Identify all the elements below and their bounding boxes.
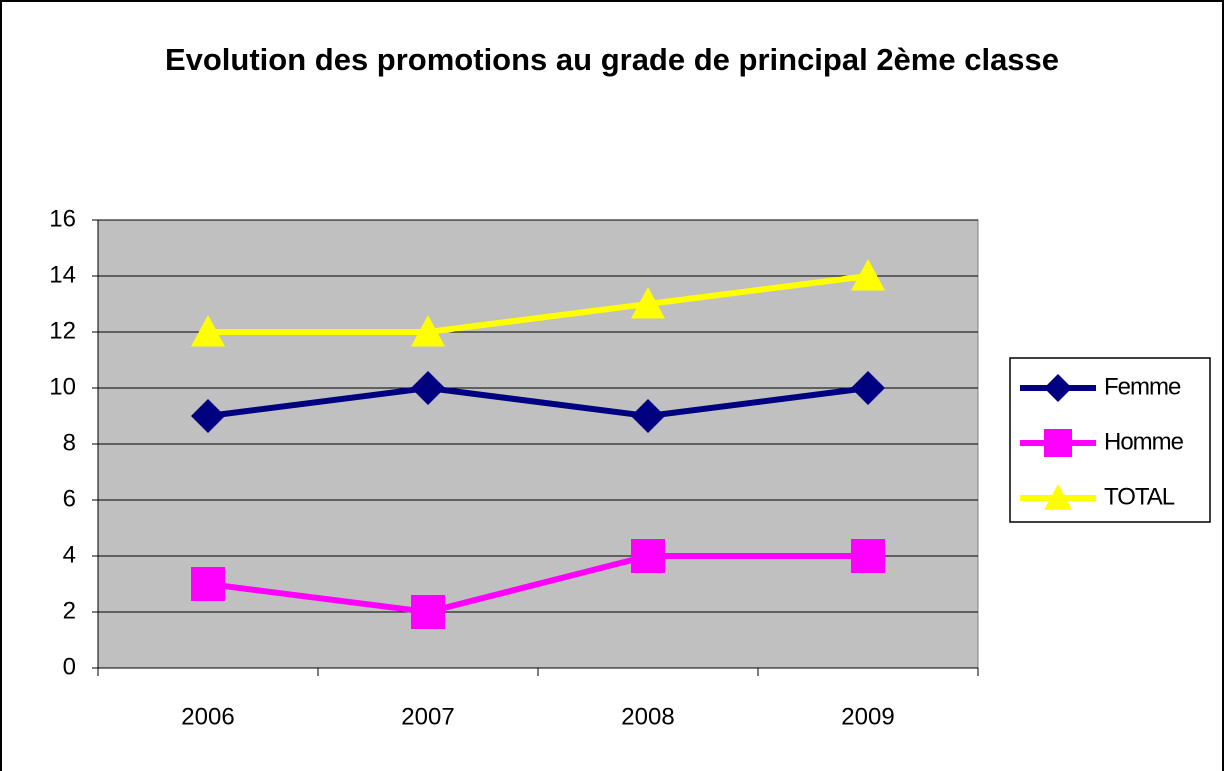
- y-tick-label: 16: [49, 205, 76, 232]
- y-tick-label: 10: [49, 373, 76, 400]
- legend-marker: [1044, 429, 1072, 457]
- data-point: [191, 567, 225, 601]
- data-point: [631, 287, 665, 319]
- data-point: [411, 595, 445, 629]
- y-tick-label: 8: [63, 429, 76, 456]
- data-point: [851, 539, 885, 573]
- series-line: [208, 273, 869, 335]
- legend-marker: [1044, 484, 1072, 510]
- data-point: [851, 371, 885, 405]
- y-tick-label: 2: [63, 597, 76, 624]
- legend-marker: [1044, 374, 1072, 402]
- y-tick-label: 14: [49, 261, 76, 288]
- y-tick-label: 4: [63, 541, 76, 568]
- data-point: [631, 539, 665, 573]
- x-tick-label: 2009: [841, 703, 894, 730]
- legend-label: Homme: [1104, 428, 1184, 455]
- x-tick-label: 2006: [181, 703, 234, 730]
- chart-title: Evolution des promotions au grade de pri…: [164, 42, 1060, 77]
- y-tick-label: 6: [63, 485, 76, 512]
- y-tick-label: 0: [63, 653, 76, 680]
- data-point: [411, 315, 445, 347]
- x-tick-label: 2008: [621, 703, 674, 730]
- data-point: [191, 399, 225, 433]
- y-tick-label: 12: [49, 317, 76, 344]
- data-point: [191, 315, 225, 347]
- legend-label: TOTAL: [1104, 483, 1175, 510]
- series-line: [207, 553, 868, 616]
- series-line: [207, 384, 869, 420]
- data-point: [411, 371, 445, 405]
- data-point: [851, 259, 885, 291]
- data-point: [631, 399, 665, 433]
- legend-label: Femme: [1104, 373, 1181, 400]
- x-tick-label: 2007: [401, 703, 454, 730]
